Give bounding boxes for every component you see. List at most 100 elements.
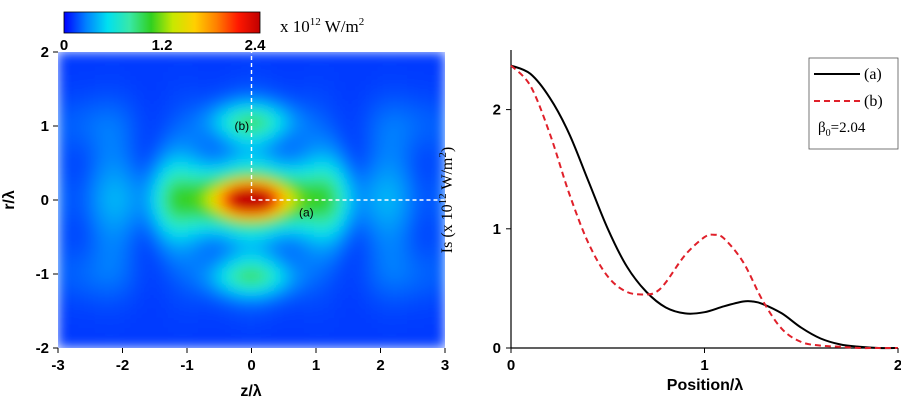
heatmap-cell (151, 164, 158, 171)
heatmap-cell (94, 145, 101, 152)
heatmap-cell (345, 229, 352, 236)
heatmap-cell (366, 115, 373, 122)
heatmap-cell (376, 258, 383, 265)
heatmap-cell (203, 219, 211, 226)
heatmap-cell (407, 81, 415, 88)
heatmap-cell (407, 71, 415, 78)
heatmap-cell (172, 332, 179, 339)
heatmap-cell (83, 76, 90, 83)
heatmap-cell (439, 130, 445, 137)
heatmap-cell (198, 52, 205, 58)
heatmap-cell (73, 81, 80, 88)
heatmap-cell (240, 90, 247, 97)
heatmap-cell (392, 234, 399, 240)
heatmap-cell (303, 283, 310, 290)
heatmap-cell (282, 135, 289, 142)
heatmap-cell (224, 105, 232, 112)
heatmap-cell (209, 224, 216, 231)
heatmap-cell (230, 61, 237, 68)
heatmap-cell (292, 337, 300, 344)
heatmap-cell (413, 86, 420, 92)
heatmap-cell (188, 322, 195, 329)
heatmap-cell (183, 317, 190, 324)
heatmap-cell (292, 293, 300, 300)
heatmap-cell (376, 110, 383, 117)
heatmap-cell (130, 95, 137, 102)
heatmap-cell (329, 140, 336, 147)
heatmap-cell (198, 130, 205, 137)
heatmap-cell (402, 105, 409, 112)
heatmap-cell (198, 214, 205, 221)
heatmap-cell (402, 248, 409, 255)
heatmap-cell (355, 81, 362, 88)
heatmap-cell (172, 229, 179, 236)
heatmap-cell (298, 224, 305, 231)
heatmap-cell (439, 303, 445, 310)
heatmap-cell (83, 258, 90, 265)
heatmap-cell (146, 179, 153, 186)
heatmap-cell (402, 308, 409, 314)
heatmap-cell (120, 95, 127, 102)
heatmap-cell (94, 243, 101, 250)
heatmap-cell (198, 95, 205, 102)
heatmap-cell (67, 263, 75, 270)
heatmap-cell (407, 263, 415, 270)
heatmap-cell (360, 308, 368, 314)
heatmap-cell (392, 214, 399, 221)
heatmap-cell (78, 145, 85, 152)
heatmap-cell (366, 273, 373, 280)
heatmap-cell (334, 135, 341, 142)
heatmap-cell (318, 273, 326, 280)
heatmap-cell (214, 312, 221, 319)
heatmap-cell (439, 219, 445, 226)
heatmap-cell (397, 194, 404, 201)
heatmap-cell (329, 268, 336, 275)
heatmap-cell (62, 317, 69, 324)
heatmap-cell (345, 76, 352, 83)
heatmap-cell (88, 234, 96, 240)
heatmap-cell (183, 234, 190, 240)
heatmap-cell (188, 342, 195, 348)
heatmap-cell (156, 263, 164, 270)
heatmap-cell (413, 243, 420, 250)
heatmap-cell (277, 224, 284, 231)
heatmap-cell (198, 179, 205, 186)
heatmap-cell (67, 229, 75, 236)
heatmap-cell (334, 258, 341, 265)
heatmap-cell (235, 86, 242, 92)
heatmap-cell (135, 169, 143, 176)
heatmap-cell (418, 81, 425, 88)
heatmap-cell (115, 303, 122, 310)
heatmap-cell (256, 248, 263, 255)
heatmap-cell (167, 140, 174, 147)
heatmap-cell (172, 194, 179, 201)
heatmap-cell (350, 214, 357, 221)
heatmap-cell (308, 169, 315, 176)
heatmap-cell (67, 52, 75, 58)
heatmap-cell (350, 278, 357, 285)
heatmap-cell (230, 110, 237, 117)
heatmap-cell (230, 189, 237, 196)
heatmap-cell (308, 115, 315, 122)
heatmap-cell (345, 125, 352, 132)
heatmap-cell (156, 278, 164, 285)
heatmap-cell (146, 219, 153, 226)
heatmap-cell (88, 194, 96, 201)
heatmap-cell (439, 322, 445, 329)
heatmap-cell (339, 95, 347, 102)
heatmap-cell (402, 293, 409, 300)
heatmap-cell (287, 229, 294, 236)
heatmap-cell (313, 155, 320, 162)
heatmap-cell (130, 278, 137, 285)
heatmap-cell (73, 150, 80, 157)
heatmap-cell (120, 283, 127, 290)
heatmap-cell (376, 179, 383, 186)
heatmap-cell (193, 194, 200, 201)
heatmap-cell (88, 263, 96, 270)
heatmap-cell (219, 100, 226, 107)
heatmap-cell (62, 115, 69, 122)
heatmap-cell (423, 95, 430, 102)
heatmap-cell (156, 234, 164, 240)
heatmap-cell (115, 224, 122, 231)
heatmap-cell (130, 303, 137, 310)
